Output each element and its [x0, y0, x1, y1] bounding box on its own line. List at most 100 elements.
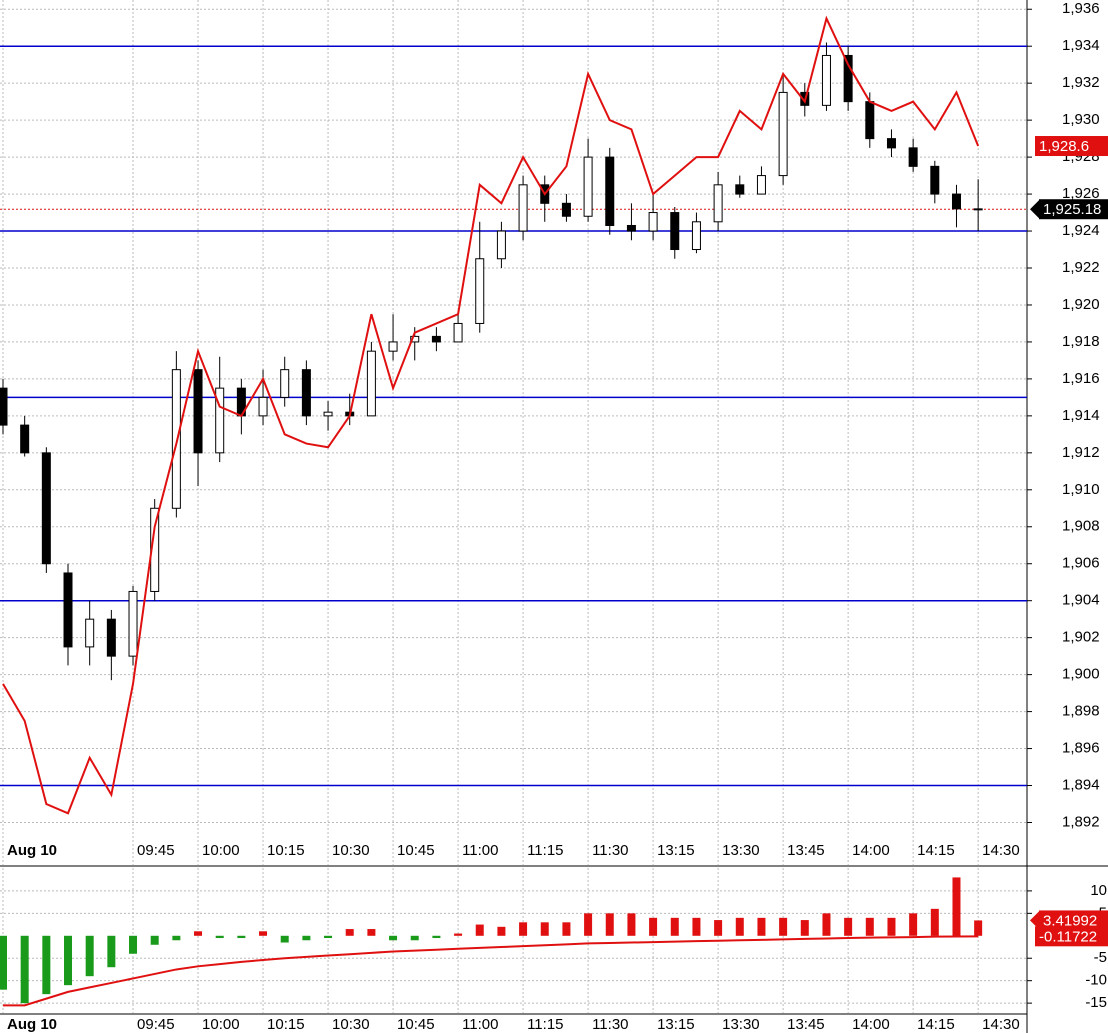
price-marker	[1039, 910, 1108, 931]
bar	[519, 922, 528, 936]
x-tick-label: 14:00	[852, 842, 890, 859]
bar	[20, 935, 29, 1004]
bar	[627, 913, 636, 936]
bar	[909, 913, 918, 936]
candle-body	[453, 322, 463, 343]
bar	[345, 929, 354, 936]
bar	[562, 922, 571, 936]
bar	[974, 920, 983, 936]
x-tick-label: 10:15	[267, 1016, 305, 1033]
bar	[497, 926, 506, 936]
candle-body	[908, 147, 918, 167]
bar	[85, 935, 94, 977]
y-tick-label: 1,912	[1062, 444, 1100, 461]
price-marker-label: 1,925.18	[1043, 201, 1101, 218]
candle-body	[865, 101, 875, 140]
candle-body	[821, 54, 831, 106]
bar	[107, 935, 116, 968]
bar	[302, 935, 311, 941]
candle-body	[106, 618, 116, 657]
x-tick-label: 14:00	[852, 1016, 890, 1033]
bar	[129, 935, 138, 954]
bar	[670, 917, 679, 936]
x-tick-label: 11:30	[592, 842, 628, 859]
x-tick-label: 10:45	[397, 1016, 435, 1033]
bar	[692, 917, 701, 936]
y-tick-label: 1,932	[1062, 74, 1100, 91]
candle-body	[0, 387, 8, 426]
price-marker-arrow	[1030, 199, 1040, 220]
y-tick-label: 1,920	[1062, 296, 1100, 313]
y-tick-label: 1,922	[1062, 259, 1100, 276]
candle-body	[63, 572, 73, 648]
candle-body	[951, 193, 961, 210]
candle-body	[171, 369, 181, 509]
candle-body	[930, 165, 940, 195]
price-marker-arrow	[1030, 910, 1040, 931]
bar	[280, 935, 289, 943]
x-tick-label: 09:45	[137, 1016, 175, 1033]
bar	[64, 935, 73, 986]
candle-body	[85, 618, 95, 648]
candle-body	[388, 341, 398, 352]
x-tick-label: 11:15	[527, 842, 563, 859]
signal-line	[3, 935, 979, 1007]
price-marker	[1039, 199, 1108, 220]
x-tick-label: 14:30	[982, 1016, 1020, 1033]
candle-body	[431, 335, 441, 343]
bar	[952, 877, 961, 936]
y-tick-label: 1,910	[1062, 481, 1100, 498]
candle-body	[475, 258, 485, 324]
candle-body	[605, 156, 615, 226]
y-tick-label: 1,916	[1062, 370, 1100, 387]
bar	[367, 929, 376, 936]
x-tick-label: 11:00	[462, 842, 498, 859]
bar	[605, 913, 614, 936]
candle-body	[518, 184, 528, 232]
candle-body	[648, 212, 658, 232]
candle-body	[626, 224, 636, 232]
y-tick-label: -10	[1085, 972, 1107, 989]
bar	[757, 917, 766, 936]
x-tick-label: 14:30	[982, 842, 1020, 859]
y-tick-label: 1,930	[1062, 111, 1100, 128]
bar	[324, 935, 333, 939]
bar	[930, 908, 939, 936]
y-tick-label: 1,898	[1062, 703, 1100, 720]
y-tick-label: 1,926	[1062, 185, 1100, 202]
x-tick-label: 13:15	[657, 1016, 695, 1033]
bar	[822, 913, 831, 936]
candle-body	[886, 138, 896, 149]
candle-body	[713, 184, 723, 223]
candle-body	[41, 452, 51, 565]
candle-body	[691, 221, 701, 251]
candle-body	[670, 212, 680, 251]
candle-body	[193, 369, 203, 454]
bar	[0, 935, 7, 990]
bar	[172, 935, 181, 941]
x-tick-label: 14:15	[917, 842, 955, 859]
bar	[844, 917, 853, 936]
x-tick-label: Aug 10	[7, 842, 57, 859]
bar	[454, 933, 463, 936]
candle-body	[323, 411, 333, 417]
bar	[42, 935, 51, 995]
bar	[735, 917, 744, 936]
bar	[215, 935, 224, 939]
y-tick-label: 1,934	[1062, 37, 1100, 54]
bar	[865, 917, 874, 936]
y-tick-label: -5	[1094, 949, 1107, 966]
bar	[779, 917, 788, 936]
candle-body	[561, 202, 571, 217]
overlay-line	[2, 15, 980, 815]
candle-body	[735, 184, 745, 195]
bar	[194, 931, 203, 936]
candle-body	[215, 387, 225, 454]
y-tick-label: 1,904	[1062, 592, 1100, 609]
bar	[432, 935, 441, 939]
x-tick-label: 13:45	[787, 1016, 825, 1033]
x-tick-label: 11:00	[462, 1016, 498, 1033]
bar	[389, 935, 398, 941]
y-tick-label: 1,924	[1062, 222, 1100, 239]
